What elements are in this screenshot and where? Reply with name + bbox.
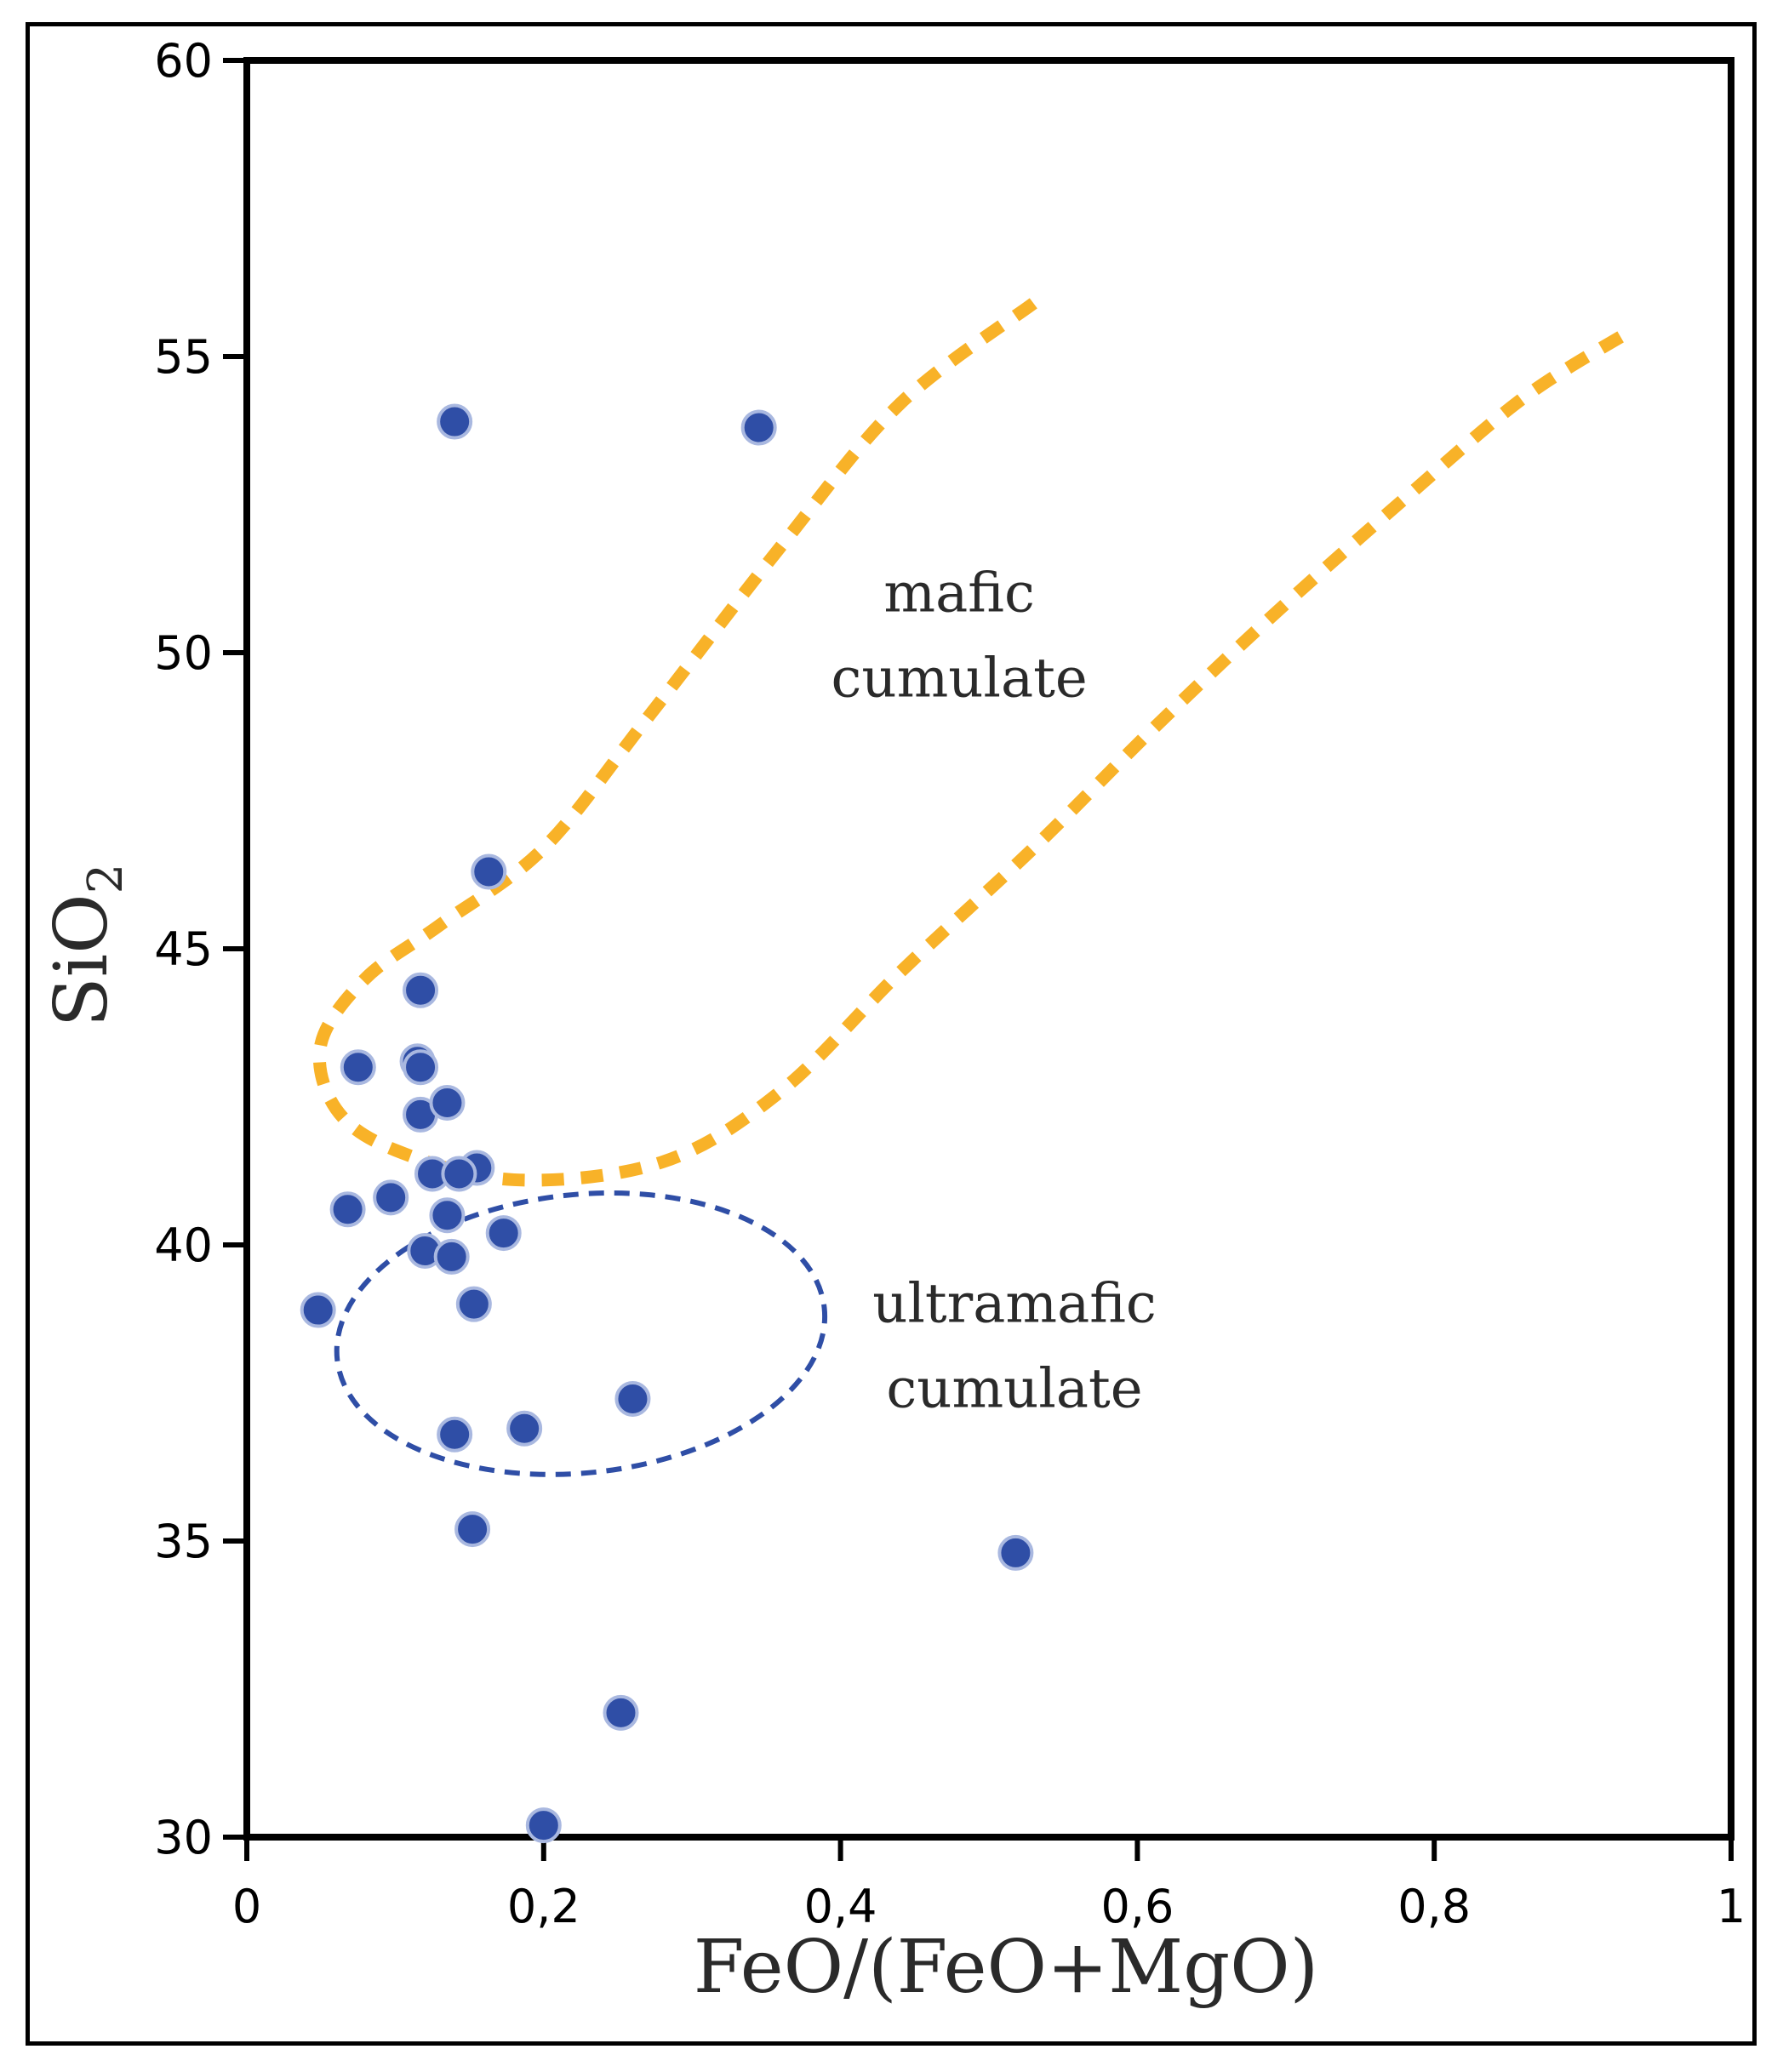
scatter-chart: 30 35 40 45 50 55 60 0 0,2 0,4 0,6 0,8 1 FeO/(FeO+MgO… xyxy=(39,34,1746,2010)
cumulate-regions xyxy=(312,298,1631,1477)
x-tick-label: 0,2 xyxy=(507,1880,580,1933)
y-tick-label: 40 xyxy=(154,1219,213,1272)
y-tick-label: 30 xyxy=(154,1811,213,1864)
figure-frame: 30 35 40 45 50 55 60 0 0,2 0,4 0,6 0,8 1 FeO/(FeO+MgO… xyxy=(26,22,1757,2046)
data-point xyxy=(603,1694,639,1731)
x-tick-label: 0,4 xyxy=(804,1880,877,1933)
y-tick-label: 35 xyxy=(154,1515,213,1568)
axes: 30 35 40 45 50 55 60 0 0,2 0,4 0,6 0,8 1 FeO/(FeO+MgO… xyxy=(39,34,1746,2010)
y-axis-title: SiO2 xyxy=(39,864,134,1028)
data-point xyxy=(740,409,777,446)
mafic-cumulate-label: mafic xyxy=(883,562,1034,625)
data-point xyxy=(373,1179,409,1216)
ultramafic-cumulate-label: ultramafic xyxy=(872,1272,1157,1335)
region-labels: mafic cumulate ultramafic cumulate xyxy=(831,562,1157,1420)
data-point xyxy=(437,403,473,440)
data-point xyxy=(454,1511,491,1548)
data-point xyxy=(403,1049,439,1086)
y-tick-label: 55 xyxy=(154,330,213,384)
x-tick-label: 0,8 xyxy=(1397,1880,1471,1933)
ultramafic-cumulate-label: cumulate xyxy=(886,1357,1142,1420)
data-point xyxy=(300,1292,336,1328)
data-point xyxy=(329,1191,366,1228)
x-axis-title: FeO/(FeO+MgO) xyxy=(694,1925,1319,2010)
data-point xyxy=(525,1807,562,1844)
mafic-cumulate-boundary xyxy=(312,298,1631,1187)
data-point xyxy=(429,1197,466,1234)
data-point xyxy=(485,1215,522,1252)
data-point xyxy=(997,1534,1034,1571)
x-tick-label: 0,6 xyxy=(1100,1880,1174,1933)
data-points xyxy=(300,403,1034,1844)
mafic-cumulate-label: cumulate xyxy=(831,647,1088,710)
data-point xyxy=(429,1084,466,1121)
x-tick-label: 1 xyxy=(1717,1880,1746,1933)
data-point xyxy=(437,1416,473,1453)
data-point xyxy=(340,1049,376,1086)
y-tick-label: 50 xyxy=(154,626,213,680)
data-point xyxy=(433,1238,470,1275)
ultramafic-cumulate-boundary xyxy=(334,1190,828,1477)
x-tick-label: 0 xyxy=(232,1880,261,1933)
data-point xyxy=(614,1380,651,1417)
data-point xyxy=(441,1156,477,1192)
data-point xyxy=(455,1286,492,1322)
y-tick-label: 45 xyxy=(154,922,213,976)
data-point xyxy=(471,853,507,890)
data-point xyxy=(403,972,439,1008)
y-tick-label: 60 xyxy=(154,34,213,88)
data-point xyxy=(506,1410,543,1447)
